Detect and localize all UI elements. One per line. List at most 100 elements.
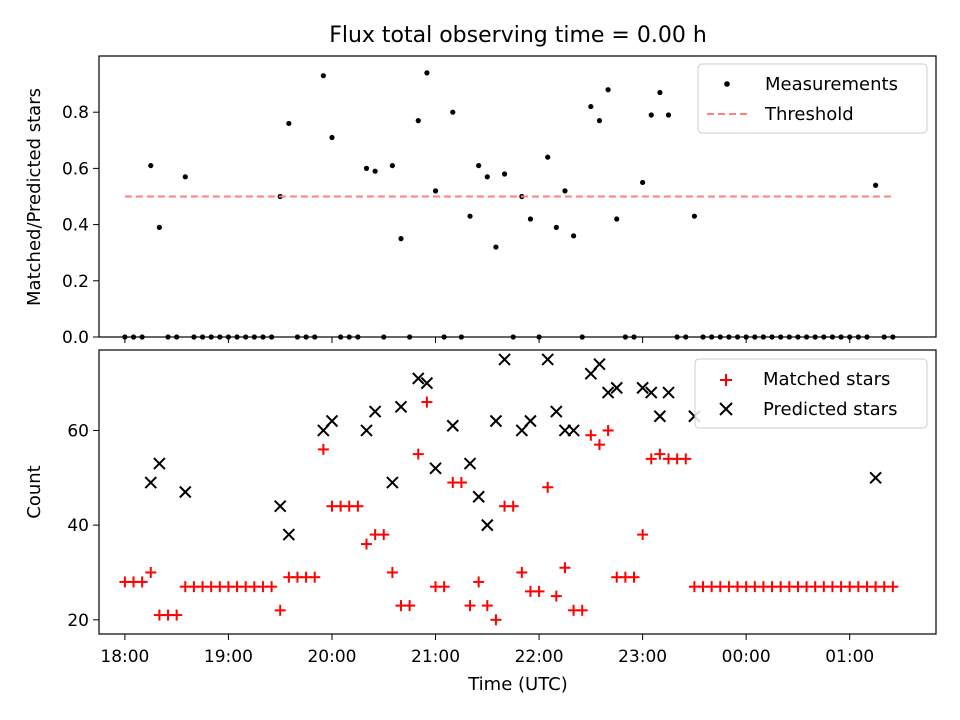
- y-tick-label: 0.8: [62, 103, 89, 123]
- measurement-point: [605, 87, 611, 93]
- y-tick-label: 0.0: [62, 328, 89, 348]
- predicted-star-marker: [645, 386, 658, 399]
- bottom-plot-frame: [98, 349, 937, 635]
- legend-predicted-label: Predicted stars: [763, 399, 897, 420]
- measurement-point: [450, 109, 456, 115]
- top-y-axis-label: Matched/Predicted stars: [24, 88, 45, 306]
- matched-star-marker: [352, 500, 364, 512]
- matched-star-marker: [438, 581, 450, 593]
- predicted-star-marker: [550, 405, 563, 418]
- y-tick-label: 20: [67, 611, 89, 631]
- measurement-point: [182, 174, 188, 180]
- predicted-star-marker: [429, 462, 442, 475]
- predicted-star-marker: [601, 386, 615, 399]
- predicted-star-marker: [489, 414, 503, 428]
- bottom-legend-frame: [694, 358, 928, 429]
- bottom-panel: 20 40 60 18:00 19:00 20:00 21:00 22:00 23:00 00:…: [24, 349, 937, 695]
- predicted-star-marker: [610, 381, 623, 395]
- predicted-star-marker: [463, 457, 477, 470]
- top-legend-frame: [697, 63, 928, 134]
- measurement-point: [588, 103, 594, 110]
- matched-star-marker: [645, 453, 657, 465]
- measurement-point: [476, 162, 482, 169]
- measurement-point: [398, 236, 404, 242]
- matched-star-marker: [628, 571, 640, 583]
- matched-star-marker: [550, 590, 562, 602]
- matched-star-marker: [404, 600, 416, 612]
- predicted-star-marker: [386, 476, 399, 489]
- matched-star-marker: [274, 604, 286, 616]
- matched-star-marker: [421, 396, 433, 408]
- x-tick-label: 19:00: [204, 647, 253, 667]
- predicted-star-marker: [273, 499, 287, 513]
- x-tick-label: 01:00: [825, 647, 874, 667]
- measurement-point: [562, 188, 568, 194]
- y-tick-label: 60: [67, 421, 89, 441]
- legend-predicted-marker: [719, 402, 733, 416]
- measurement-point: [545, 154, 551, 160]
- matched-star-marker: [136, 576, 148, 588]
- matched-star-marker: [680, 453, 692, 465]
- matched-star-marker: [145, 566, 157, 578]
- measurement-point: [432, 188, 439, 194]
- matched-star-marker: [455, 477, 467, 489]
- predicted-star-marker: [567, 424, 580, 437]
- measurement-point: [286, 120, 292, 127]
- matched-star-marker: [464, 600, 476, 612]
- measurement-point: [657, 89, 663, 96]
- measurement-point: [873, 182, 879, 188]
- legend-threshold-label: Threshold: [764, 104, 854, 125]
- x-tick-label: 00:00: [722, 647, 771, 667]
- matched-star-marker: [360, 538, 372, 550]
- matched-star-marker: [386, 566, 398, 578]
- measurement-point: [363, 165, 370, 171]
- predicted-star-markers: [144, 353, 882, 541]
- predicted-star-marker: [282, 528, 296, 541]
- y-tick-label: 0.4: [62, 216, 89, 236]
- measurement-point: [320, 73, 326, 79]
- predicted-star-marker: [394, 400, 408, 414]
- matched-star-marker: [576, 604, 588, 616]
- predicted-star-marker: [653, 410, 667, 423]
- top-plot-frame: [98, 55, 937, 338]
- x-tick-label: 20:00: [307, 647, 356, 667]
- measurement-point: [493, 244, 499, 250]
- top-panel: 0.00.20.40.60.8 Matched/Predicted stars …: [24, 55, 937, 348]
- matched-star-marker: [516, 566, 528, 578]
- bottom-y-axis-label: Count: [24, 465, 45, 518]
- measurement-point: [648, 112, 654, 118]
- matched-star-marker: [266, 581, 278, 593]
- predicted-star-marker: [593, 357, 606, 371]
- matched-star-markers: [119, 396, 899, 626]
- matched-star-marker: [171, 609, 183, 621]
- matched-star-marker: [473, 576, 485, 588]
- matched-star-marker: [887, 581, 899, 593]
- measurement-point: [527, 216, 534, 222]
- measurement-point: [614, 216, 620, 222]
- matched-star-marker: [559, 562, 571, 574]
- predicted-star-marker: [412, 372, 425, 385]
- predicted-star-marker: [420, 376, 434, 390]
- predicted-star-marker: [472, 490, 485, 503]
- measurement-point: [372, 168, 378, 174]
- predicted-star-marker: [498, 353, 511, 366]
- measurement-point: [148, 162, 154, 169]
- x-tick-label: 21:00: [411, 647, 460, 667]
- measurement-point: [691, 213, 697, 219]
- measurement-point: [501, 171, 508, 177]
- measurement-point: [415, 118, 421, 124]
- top-y-ticks: 0.0 0.2 0.4 0.6 0.8: [62, 103, 99, 348]
- matched-star-marker: [490, 614, 502, 626]
- matched-star-marker: [378, 529, 390, 541]
- matched-star-marker: [602, 424, 614, 436]
- legend-matched-label: Matched stars: [763, 369, 890, 390]
- matched-star-marker: [317, 443, 329, 455]
- legend-measurements-marker: [724, 81, 730, 87]
- top-x-ticks: [124, 337, 851, 343]
- predicted-star-marker: [481, 518, 494, 532]
- x-tick-label: 18:00: [100, 647, 149, 667]
- predicted-star-marker: [153, 457, 166, 470]
- matched-star-marker: [654, 448, 666, 460]
- measurement-point: [640, 179, 646, 186]
- predicted-star-marker: [360, 424, 373, 437]
